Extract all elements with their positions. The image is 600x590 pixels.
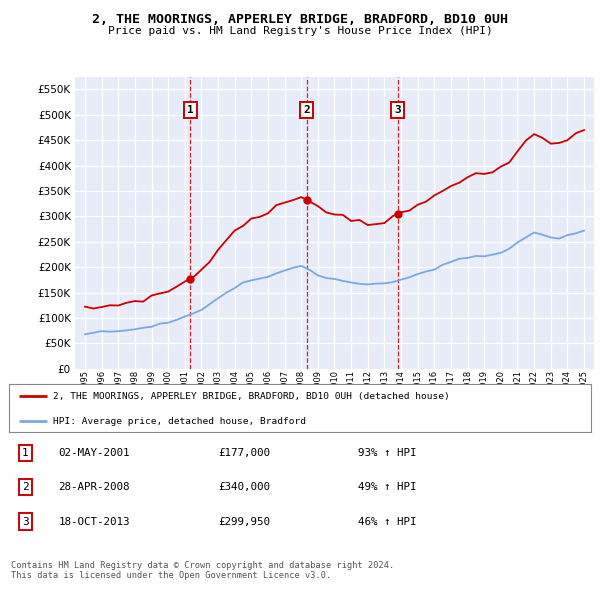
Text: 2: 2 [22, 483, 29, 492]
Text: 2, THE MOORINGS, APPERLEY BRIDGE, BRADFORD, BD10 0UH (detached house): 2, THE MOORINGS, APPERLEY BRIDGE, BRADFO… [53, 392, 449, 401]
Text: Price paid vs. HM Land Registry's House Price Index (HPI): Price paid vs. HM Land Registry's House … [107, 26, 493, 36]
Text: 28-APR-2008: 28-APR-2008 [58, 483, 130, 492]
Text: 1: 1 [22, 448, 29, 458]
Text: £177,000: £177,000 [218, 448, 271, 458]
Text: 2: 2 [303, 104, 310, 114]
Text: Contains HM Land Registry data © Crown copyright and database right 2024.: Contains HM Land Registry data © Crown c… [11, 560, 394, 569]
Text: 02-MAY-2001: 02-MAY-2001 [58, 448, 130, 458]
Text: 1: 1 [187, 104, 194, 114]
Text: This data is licensed under the Open Government Licence v3.0.: This data is licensed under the Open Gov… [11, 571, 331, 580]
Text: HPI: Average price, detached house, Bradford: HPI: Average price, detached house, Brad… [53, 417, 305, 426]
Text: 2, THE MOORINGS, APPERLEY BRIDGE, BRADFORD, BD10 0UH: 2, THE MOORINGS, APPERLEY BRIDGE, BRADFO… [92, 13, 508, 26]
Text: 46% ↑ HPI: 46% ↑ HPI [358, 517, 416, 526]
Text: 3: 3 [394, 104, 401, 114]
Text: 93% ↑ HPI: 93% ↑ HPI [358, 448, 416, 458]
Text: 3: 3 [22, 517, 29, 526]
Text: 18-OCT-2013: 18-OCT-2013 [58, 517, 130, 526]
Text: £299,950: £299,950 [218, 517, 271, 526]
Text: £340,000: £340,000 [218, 483, 271, 492]
Text: 49% ↑ HPI: 49% ↑ HPI [358, 483, 416, 492]
